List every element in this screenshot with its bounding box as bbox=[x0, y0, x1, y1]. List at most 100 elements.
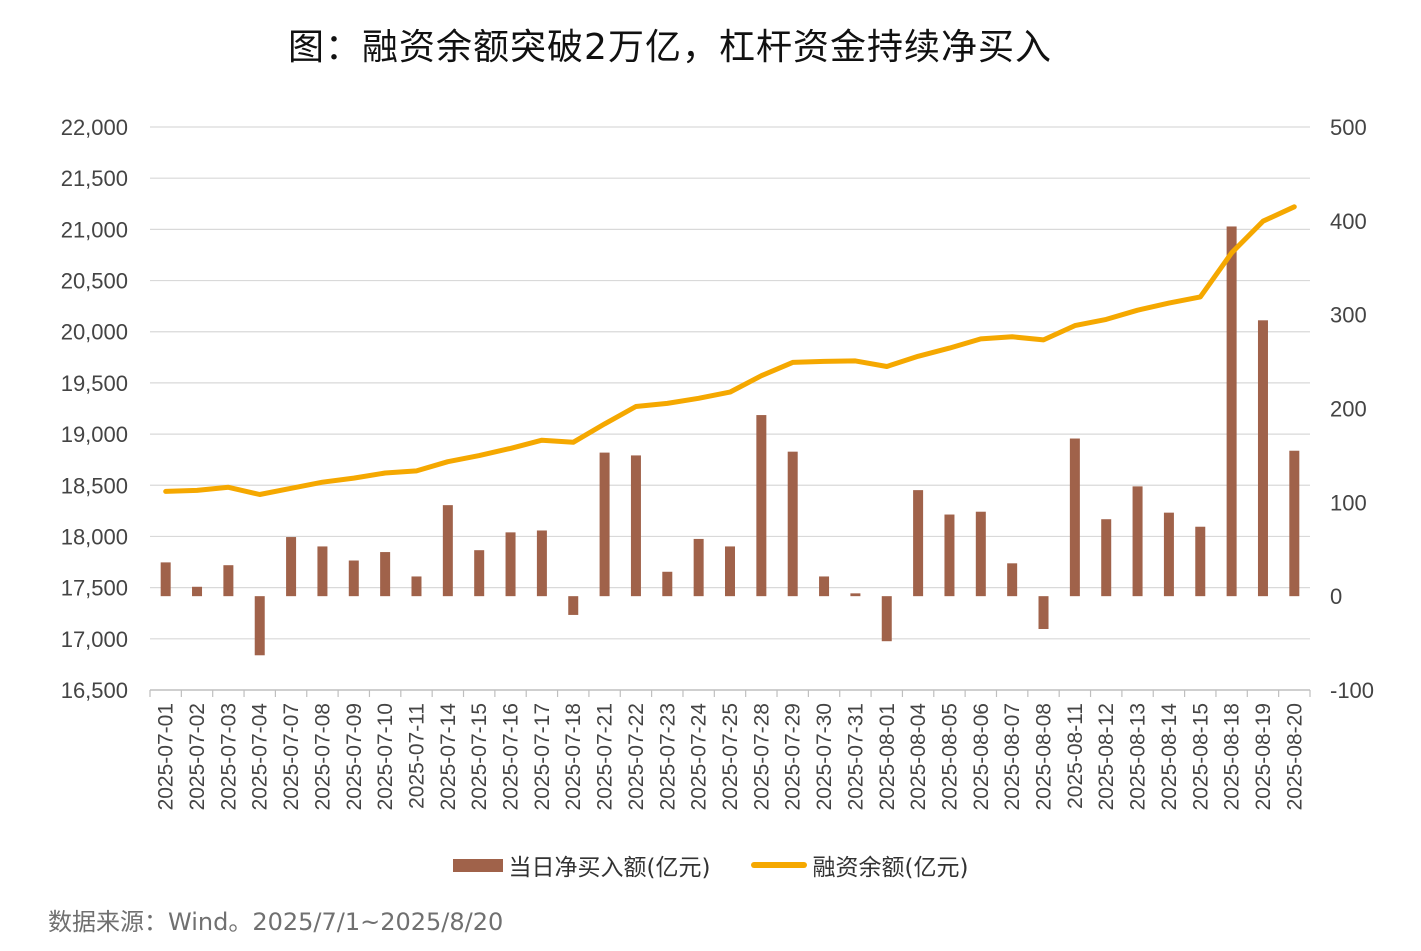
line-point-2025-08-06 bbox=[980, 338, 982, 340]
legend-item-line: 融资余额(亿元) bbox=[750, 848, 969, 882]
x-tick-label: 2025-07-09 bbox=[343, 703, 366, 810]
y-left-tick-label: 17,000 bbox=[61, 627, 128, 652]
y-left-tick-label: 17,500 bbox=[61, 576, 128, 601]
x-tick-label: 2025-08-04 bbox=[907, 703, 930, 811]
bar-2025-07-17 bbox=[536, 530, 547, 597]
y-right-tick-label: -100 bbox=[1330, 678, 1374, 703]
bar-2025-07-08 bbox=[317, 546, 328, 597]
bar-2025-07-29 bbox=[787, 451, 798, 597]
x-tick-label: 2025-08-07 bbox=[1001, 703, 1024, 810]
line-point-2025-07-01 bbox=[165, 490, 167, 492]
x-tick-label: 2025-07-11 bbox=[405, 703, 428, 809]
line-point-2025-08-20 bbox=[1293, 206, 1295, 208]
legend-bar-label: 当日净买入额(亿元) bbox=[508, 855, 711, 881]
line-point-2025-07-21 bbox=[604, 423, 606, 425]
line-point-2025-07-03 bbox=[227, 486, 229, 488]
y-left-tick-label: 21,500 bbox=[61, 166, 128, 191]
y-left-tick-label: 19,000 bbox=[61, 422, 128, 447]
bar-2025-07-01 bbox=[160, 562, 171, 597]
bar-2025-08-11 bbox=[1069, 438, 1080, 597]
x-tick-label: 2025-08-15 bbox=[1189, 703, 1212, 810]
y-left-tick-label: 19,500 bbox=[61, 371, 128, 396]
line-point-2025-07-10 bbox=[384, 472, 386, 474]
line-point-2025-08-04 bbox=[917, 355, 919, 357]
bar-2025-07-14 bbox=[442, 505, 453, 597]
line-point-2025-07-30 bbox=[823, 360, 825, 362]
bar-2025-08-05 bbox=[944, 514, 955, 597]
line-point-2025-07-14 bbox=[447, 461, 449, 463]
bar-2025-08-07 bbox=[1007, 563, 1018, 597]
line-point-2025-07-15 bbox=[478, 455, 480, 457]
y-right-tick-label: 200 bbox=[1330, 397, 1367, 422]
x-tick-label: 2025-07-07 bbox=[280, 703, 303, 810]
line-point-2025-08-01 bbox=[886, 366, 888, 368]
legend-line-label: 融资余额(亿元) bbox=[812, 855, 969, 881]
y-left-tick-label: 18,000 bbox=[61, 524, 128, 549]
chart-title: 图：融资余额突破2万亿，杠杆资金持续净买入 bbox=[288, 27, 1052, 68]
bar-2025-07-04 bbox=[254, 596, 265, 656]
bar-2025-07-28 bbox=[756, 415, 767, 597]
line-point-2025-07-28 bbox=[760, 375, 762, 377]
x-tick-label: 2025-07-03 bbox=[217, 703, 240, 810]
line-point-2025-07-22 bbox=[635, 405, 637, 407]
bar-2025-07-21 bbox=[599, 452, 610, 597]
line-point-2025-07-16 bbox=[510, 447, 512, 449]
x-tick-label: 2025-07-24 bbox=[688, 703, 711, 811]
x-tick-label: 2025-07-25 bbox=[719, 703, 742, 810]
legend: 当日净买入额(亿元) 融资余额(亿元) bbox=[0, 848, 1421, 882]
x-tick-label: 2025-07-17 bbox=[531, 703, 554, 810]
line-point-2025-07-25 bbox=[729, 391, 731, 393]
bar-2025-07-02 bbox=[192, 586, 203, 597]
tick-labels: 16,500 17,000 17,500 18,000 18,500 19,000 19,5… bbox=[61, 115, 1374, 810]
x-tick-label: 2025-08-06 bbox=[970, 703, 993, 810]
bar-2025-08-14 bbox=[1163, 512, 1174, 597]
y-right-tick-label: 500 bbox=[1330, 115, 1367, 140]
x-tick-label: 2025-07-16 bbox=[500, 703, 523, 810]
x-tick-label: 2025-07-23 bbox=[656, 703, 679, 810]
axes bbox=[149, 689, 1311, 697]
line-point-2025-08-05 bbox=[948, 347, 950, 349]
bar-2025-07-18 bbox=[568, 596, 579, 615]
source-note: 数据来源：Wind。2025/7/1~2025/8/20 bbox=[48, 908, 504, 936]
y-left-tick-label: 22,000 bbox=[61, 115, 128, 140]
bar-2025-07-22 bbox=[630, 455, 641, 597]
line-point-2025-07-17 bbox=[541, 439, 543, 441]
y-right-tick-label: 0 bbox=[1330, 584, 1342, 609]
line-point-2025-08-07 bbox=[1011, 336, 1013, 338]
x-tick-label: 2025-07-28 bbox=[750, 703, 773, 810]
line-point-2025-07-09 bbox=[353, 477, 355, 479]
margin-balance-line bbox=[163, 204, 1297, 497]
line-point-2025-07-07 bbox=[290, 487, 292, 489]
bar-2025-07-03 bbox=[223, 565, 234, 597]
x-tick-label: 2025-08-18 bbox=[1221, 703, 1244, 810]
x-tick-label: 2025-08-12 bbox=[1095, 703, 1118, 810]
line-margin-balance bbox=[163, 204, 1297, 497]
x-tick-label: 2025-08-20 bbox=[1283, 703, 1306, 810]
line-point-2025-07-23 bbox=[666, 402, 668, 404]
x-tick-label: 2025-08-11 bbox=[1064, 703, 1087, 809]
line-point-2025-08-12 bbox=[1105, 318, 1107, 320]
bar-2025-07-11 bbox=[411, 576, 422, 597]
y-left-tick-label: 20,500 bbox=[61, 269, 128, 294]
line-point-2025-08-08 bbox=[1043, 339, 1045, 341]
bar-2025-08-08 bbox=[1038, 596, 1049, 630]
bar-2025-08-13 bbox=[1132, 486, 1143, 597]
bar-2025-08-18 bbox=[1226, 226, 1237, 597]
x-tick-label: 2025-07-31 bbox=[844, 703, 867, 810]
line-point-2025-08-13 bbox=[1137, 309, 1139, 311]
line-point-2025-08-19 bbox=[1262, 220, 1264, 222]
line-point-2025-08-18 bbox=[1231, 252, 1233, 254]
x-tick-label: 2025-07-01 bbox=[155, 703, 178, 810]
x-tick-label: 2025-08-14 bbox=[1158, 703, 1181, 811]
line-point-2025-08-15 bbox=[1199, 296, 1201, 298]
x-tick-label: 2025-07-29 bbox=[782, 703, 805, 810]
line-point-2025-07-08 bbox=[321, 481, 323, 483]
bar-2025-08-19 bbox=[1257, 320, 1268, 597]
x-tick-label: 2025-08-01 bbox=[876, 703, 899, 810]
x-tick-label: 2025-07-21 bbox=[594, 703, 617, 810]
y-right-tick-label: 100 bbox=[1330, 490, 1367, 515]
line-point-2025-08-14 bbox=[1168, 302, 1170, 304]
x-tick-label: 2025-08-05 bbox=[938, 703, 961, 810]
y-left-tick-label: 21,000 bbox=[61, 217, 128, 242]
